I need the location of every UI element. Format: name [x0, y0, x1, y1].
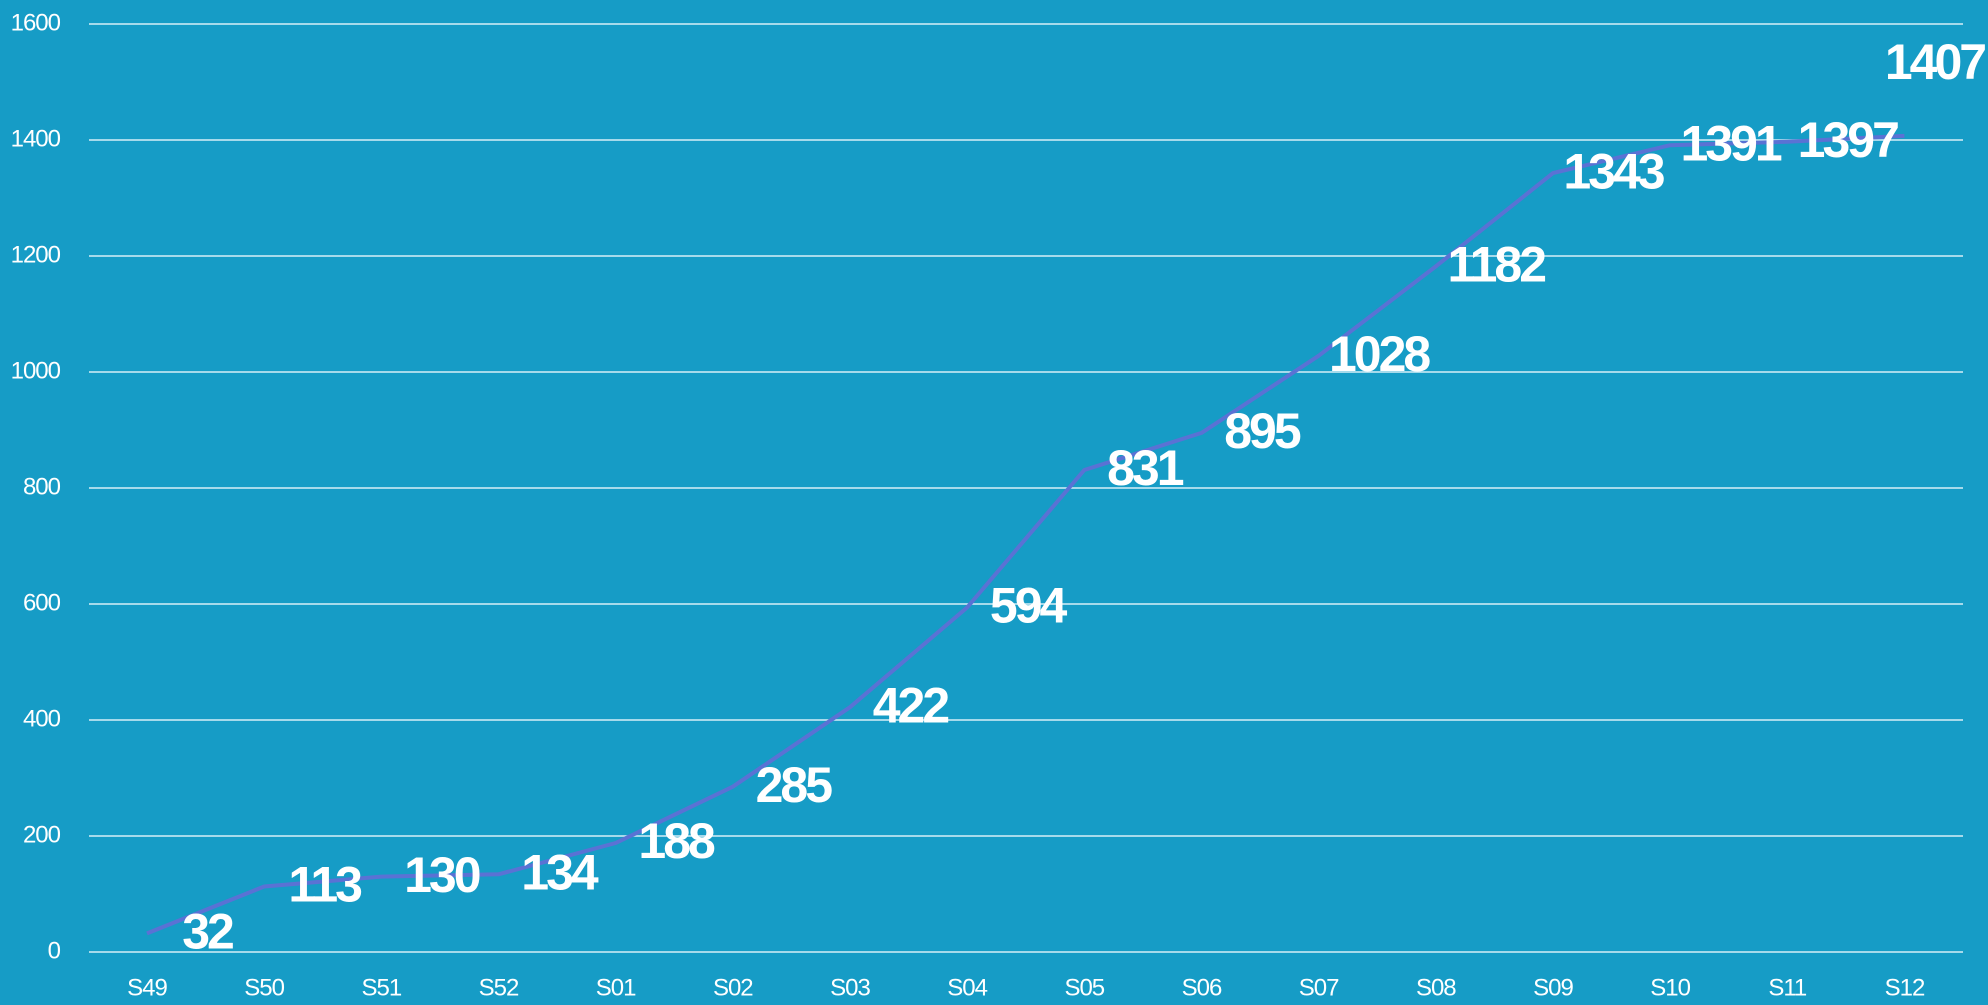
x-tick-label: S49: [127, 974, 167, 1001]
x-tick-label: S08: [1416, 974, 1456, 1001]
x-tick-label: S10: [1650, 974, 1690, 1001]
x-tick-label: S01: [596, 974, 636, 1001]
data-label: 422: [873, 677, 949, 733]
x-tick-label: S12: [1885, 974, 1925, 1001]
x-tick-label: S02: [713, 974, 753, 1001]
data-label: 1391: [1681, 115, 1782, 171]
y-tick-label: 400: [23, 705, 61, 732]
y-tick-label: 0: [48, 937, 61, 964]
y-tick-label: 200: [23, 821, 61, 848]
y-tick-label: 1400: [11, 125, 61, 152]
data-label: 188: [638, 813, 715, 869]
data-label: 32: [182, 904, 233, 960]
y-tick-label: 1000: [11, 357, 61, 384]
x-tick-label: S04: [947, 974, 987, 1001]
data-line: [146, 133, 1905, 936]
data-label: 134: [521, 844, 599, 900]
data-label: 285: [756, 757, 833, 813]
data-label: 1343: [1563, 143, 1663, 199]
y-tick-label: 800: [23, 473, 61, 500]
data-label: 895: [1224, 403, 1301, 459]
data-label: 594: [990, 578, 1068, 634]
data-label: 1028: [1329, 326, 1430, 382]
x-tick-label: S09: [1533, 974, 1573, 1001]
y-tick-label: 600: [23, 589, 61, 616]
x-tick-label: S11: [1768, 974, 1807, 1001]
x-tick-label: S52: [479, 974, 519, 1001]
x-tick-label: S05: [1064, 974, 1104, 1001]
data-label: 831: [1107, 440, 1184, 496]
x-tick-label: S50: [244, 974, 284, 1001]
data-label: 130: [404, 847, 480, 903]
data-label: 1407: [1885, 34, 1985, 90]
y-tick-label: 1200: [11, 241, 61, 268]
data-label: 113: [288, 857, 361, 913]
x-tick-label: S51: [361, 974, 401, 1001]
x-tick-label: S06: [1182, 974, 1222, 1001]
x-tick-label: S07: [1299, 974, 1339, 1001]
data-label: 1182: [1448, 237, 1546, 293]
y-tick-label: 1600: [11, 9, 61, 36]
x-tick-label: S03: [830, 974, 870, 1001]
data-label: 1397: [1798, 112, 1898, 168]
